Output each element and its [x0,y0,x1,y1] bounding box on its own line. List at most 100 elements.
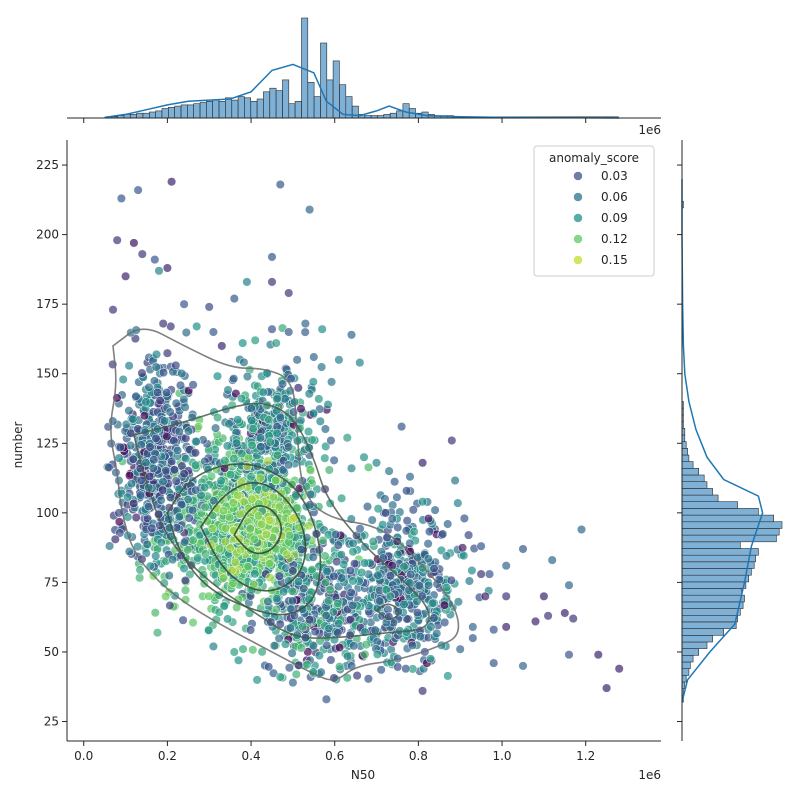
legend-marker [573,255,583,265]
scatter-point [249,534,259,544]
scatter-point [443,671,453,681]
scatter-point [118,374,128,385]
scatter-point [179,469,189,479]
scatter-point [219,564,229,574]
kde-contours [110,328,460,681]
scatter-point [368,537,378,547]
right-hist-bar [681,467,700,476]
scatter-point [426,622,436,632]
scatter-point [412,608,423,618]
scatter-point [124,406,134,416]
scatter-point [324,465,334,475]
scatter-point [242,371,252,382]
top-hist-bar [396,110,404,119]
top-hist-bar [237,96,245,119]
scatter-point [104,462,114,472]
x-tick-label: 0.2 [158,749,177,763]
top-hist-bar [168,107,175,119]
scatter-point [593,650,603,660]
scatter-point [156,537,166,548]
scatter-point [154,266,164,276]
top-hist-bar [199,102,207,119]
scatter-point [255,433,265,443]
scatter-point [141,397,151,407]
scatter-point [402,486,412,496]
scatter-point [322,640,332,650]
scatter-point [229,454,239,464]
scatter-point [265,515,275,525]
top-marginal-plot: 1e6 [67,17,661,137]
scatter-point [327,377,337,387]
right-hist-bar [681,501,738,509]
scatter-point [263,456,273,466]
scatter-point [228,498,238,508]
top-hist-bar [256,98,264,119]
right-marginal-ticks [677,164,682,723]
scatter-point [263,596,273,607]
scatter-point [547,555,557,565]
scatter-point [345,630,355,640]
scatter-point [284,442,294,452]
right-hist-bar [681,494,719,502]
top-hist-bar [263,91,270,119]
scatter-point [139,411,150,421]
scatter-point [305,205,315,215]
scatter-point [464,576,474,586]
scatter-point [195,520,205,530]
scatter-point [261,529,271,540]
scatter-point [207,523,217,534]
scatter-point [238,338,248,348]
scatter-point [484,569,495,579]
legend-marker [573,171,583,181]
scatter-point [381,508,391,518]
scatter-point [450,475,460,486]
top-hist-bar [275,90,283,119]
scatter-point [272,394,282,404]
scatter-point [334,355,344,365]
scatter-point [423,514,434,524]
scatter-point [250,335,260,345]
scatter-point [135,565,145,575]
scatter-point [234,534,244,544]
scatter-point [310,627,320,637]
scatter-point [357,568,367,578]
scatter-point [518,544,528,554]
scatter-point [602,683,612,693]
scatter-point [188,505,198,515]
scatter-point [237,449,247,459]
scatter-point [560,608,570,618]
scatter-point [415,632,425,642]
scatter-point [430,505,440,515]
scatter-point [152,628,163,638]
scatter-point [121,271,131,281]
top-hist-bar [307,82,315,119]
scatter-point [204,591,214,601]
scatter-point [285,623,295,633]
scatter-point [191,460,201,470]
legend-entry-label: 0.03 [601,169,628,183]
scatter-point [159,416,170,426]
scatter-point [114,508,124,518]
scatter-point [392,492,402,502]
scatter-point [275,672,285,682]
scatter-point [191,485,201,495]
scatter-point [350,559,360,569]
scatter-point [287,596,298,606]
legend: anomaly_score 0.03 0.06 0.09 0.12 0.15 [533,145,655,277]
scatter-point [440,617,450,627]
right-hist-bar [681,621,737,629]
scatter-point [539,591,549,601]
scatter-point [360,649,370,659]
scatter-point [258,387,268,397]
scatter-point [348,576,358,586]
scatter-point [405,472,415,482]
scatter-point [564,580,574,590]
scatter-point [284,460,294,470]
scatter-point [293,383,303,393]
scatter-point [307,565,317,575]
scatter-point [228,578,238,588]
top-hist-bar [206,101,213,119]
scatter-point [267,277,277,287]
scatter-point [246,403,256,413]
scatter-point [214,544,224,554]
